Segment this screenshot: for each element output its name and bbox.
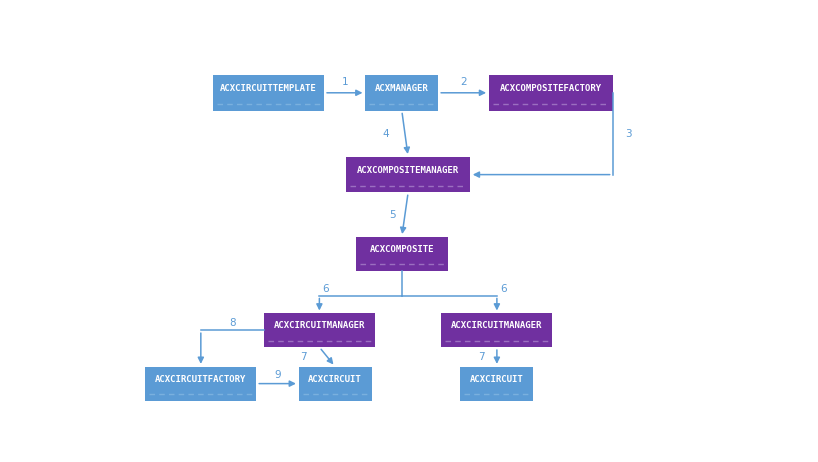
Text: 6: 6 xyxy=(500,284,506,294)
FancyBboxPatch shape xyxy=(442,313,552,347)
Text: 7: 7 xyxy=(300,352,307,362)
FancyBboxPatch shape xyxy=(356,237,447,271)
Text: ACXMANAGER: ACXMANAGER xyxy=(375,84,429,93)
Text: 3: 3 xyxy=(625,129,631,139)
FancyBboxPatch shape xyxy=(346,157,470,192)
Text: 4: 4 xyxy=(383,129,389,139)
FancyBboxPatch shape xyxy=(461,367,533,401)
Text: ACXCIRCUITMANAGER: ACXCIRCUITMANAGER xyxy=(452,322,542,330)
FancyBboxPatch shape xyxy=(366,75,438,110)
FancyBboxPatch shape xyxy=(489,75,613,110)
Text: ACXCIRCUIT: ACXCIRCUIT xyxy=(470,375,524,384)
FancyBboxPatch shape xyxy=(299,367,371,401)
Text: 1: 1 xyxy=(341,77,348,87)
Text: ACXCOMPOSITEFACTORY: ACXCOMPOSITEFACTORY xyxy=(500,84,602,93)
FancyBboxPatch shape xyxy=(146,367,256,401)
FancyBboxPatch shape xyxy=(213,75,324,110)
Text: 9: 9 xyxy=(274,370,281,380)
Text: 8: 8 xyxy=(229,318,236,328)
Text: ACXCIRCUITFACTORY: ACXCIRCUITFACTORY xyxy=(155,375,246,384)
Text: ACXCIRCUITTEMPLATE: ACXCIRCUITTEMPLATE xyxy=(220,84,317,93)
Text: ACXCOMPOSITE: ACXCOMPOSITE xyxy=(370,245,434,254)
Text: 6: 6 xyxy=(322,284,329,294)
Text: ACXCIRCUIT: ACXCIRCUIT xyxy=(308,375,362,384)
Text: 7: 7 xyxy=(478,352,484,362)
Text: 5: 5 xyxy=(389,210,396,219)
FancyBboxPatch shape xyxy=(264,313,375,347)
Text: 2: 2 xyxy=(461,77,467,87)
Text: ACXCOMPOSITEMANAGER: ACXCOMPOSITEMANAGER xyxy=(357,166,459,175)
Text: ACXCIRCUITMANAGER: ACXCIRCUITMANAGER xyxy=(274,322,365,330)
